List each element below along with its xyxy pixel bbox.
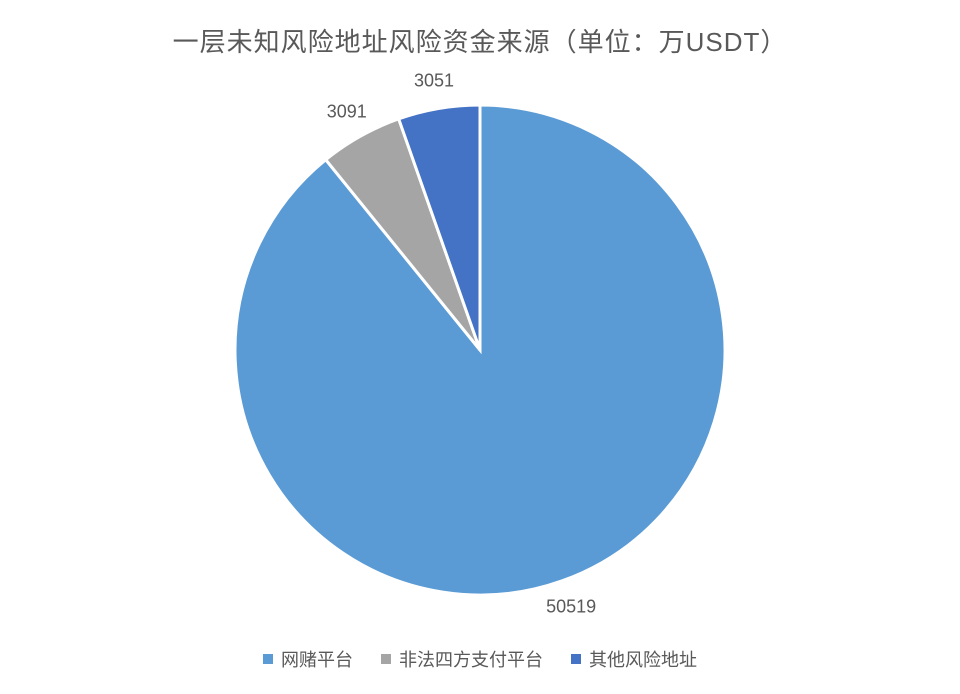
legend-swatch bbox=[263, 654, 273, 664]
pie-chart bbox=[0, 0, 960, 694]
legend-item: 网赌平台 bbox=[263, 646, 353, 672]
chart-container: 一层未知风险地址风险资金来源（单位：万USDT） 5051930913051 网… bbox=[0, 0, 960, 694]
legend-swatch bbox=[571, 654, 581, 664]
legend-item: 其他风险地址 bbox=[571, 646, 697, 672]
legend-label: 非法四方支付平台 bbox=[399, 646, 543, 672]
data-label: 3051 bbox=[414, 70, 454, 91]
legend: 网赌平台 非法四方支付平台 其他风险地址 bbox=[0, 646, 960, 672]
data-label: 50519 bbox=[546, 597, 596, 618]
legend-label: 其他风险地址 bbox=[589, 646, 697, 672]
data-label: 3091 bbox=[327, 101, 367, 122]
legend-label: 网赌平台 bbox=[281, 646, 353, 672]
legend-swatch bbox=[381, 654, 391, 664]
legend-item: 非法四方支付平台 bbox=[381, 646, 543, 672]
